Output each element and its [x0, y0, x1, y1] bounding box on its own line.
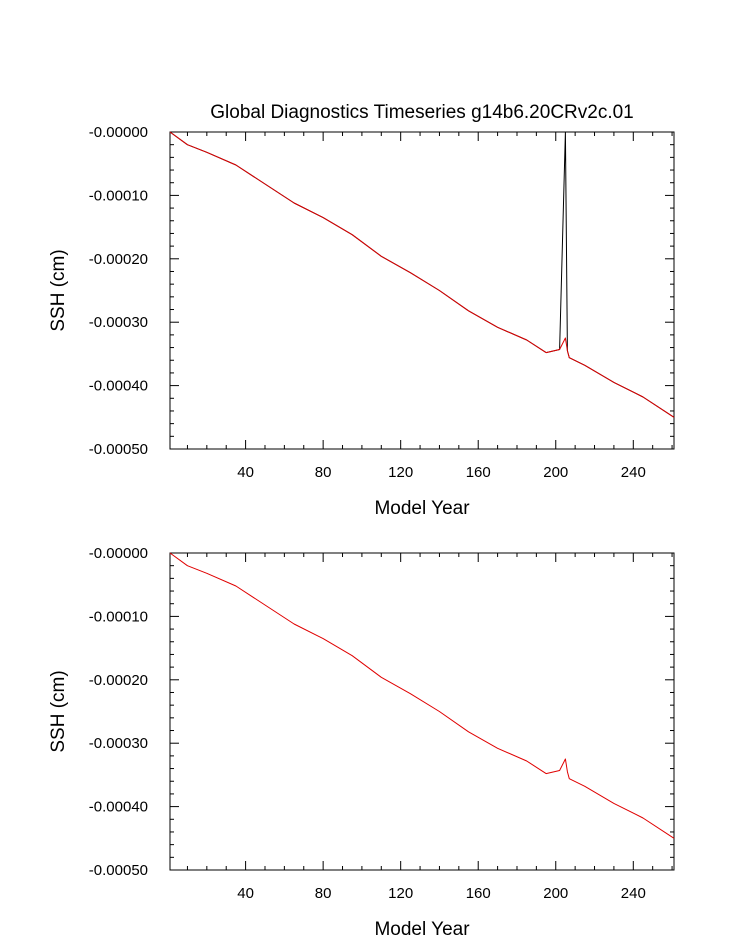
x-tick-label: 200: [543, 464, 568, 481]
y-tick-label: -0.00020: [89, 251, 148, 268]
y-tick-label: -0.00050: [89, 441, 148, 458]
panel-bottom: 40 80 120 160 200 240 -0.00000 -0.00010 -0.00020…: [48, 545, 675, 940]
y-axis-title: SSH (cm): [48, 670, 69, 752]
x-tick-label: 160: [466, 885, 491, 902]
y-tick-label: -0.00010: [89, 187, 148, 204]
x-tick-label: 120: [388, 464, 413, 481]
x-tick-label: 160: [466, 464, 491, 481]
y-tick-label: -0.00040: [89, 378, 148, 395]
x-axis-title: Model Year: [374, 498, 470, 519]
y-axis-title: SSH (cm): [48, 249, 69, 331]
x-tick-label: 240: [621, 464, 646, 481]
chart-title: Global Diagnostics Timeseries g14b6.20CR…: [210, 102, 634, 123]
x-tick-label: 40: [237, 464, 254, 481]
y-tick-label: -0.00040: [89, 799, 148, 816]
panel-top: 40 80 120 160 200 240 -0.00000 -0.00010 -0.00020…: [48, 102, 675, 519]
series-line-0: [169, 552, 675, 839]
x-tick-label: 200: [543, 885, 568, 902]
x-axis-title: Model Year: [374, 919, 470, 940]
y-tick-label: -0.00020: [89, 672, 148, 689]
y-tick-label: -0.00030: [89, 314, 148, 331]
y-tick-label: -0.00000: [89, 545, 148, 562]
y-tick-label: -0.00000: [89, 124, 148, 141]
plot-frame: [169, 552, 675, 871]
x-tick-label: 120: [388, 885, 413, 902]
x-tick-label: 80: [315, 885, 332, 902]
y-tick-label: -0.00010: [89, 608, 148, 625]
y-tick-label: -0.00030: [89, 735, 148, 752]
series-line-0: [169, 131, 675, 418]
y-tick-label: -0.00050: [89, 862, 148, 879]
x-tick-label: 240: [621, 885, 646, 902]
series-line-1: [169, 131, 675, 418]
plot-frame: [169, 131, 675, 450]
x-tick-label: 80: [315, 464, 332, 481]
x-tick-label: 40: [237, 885, 254, 902]
